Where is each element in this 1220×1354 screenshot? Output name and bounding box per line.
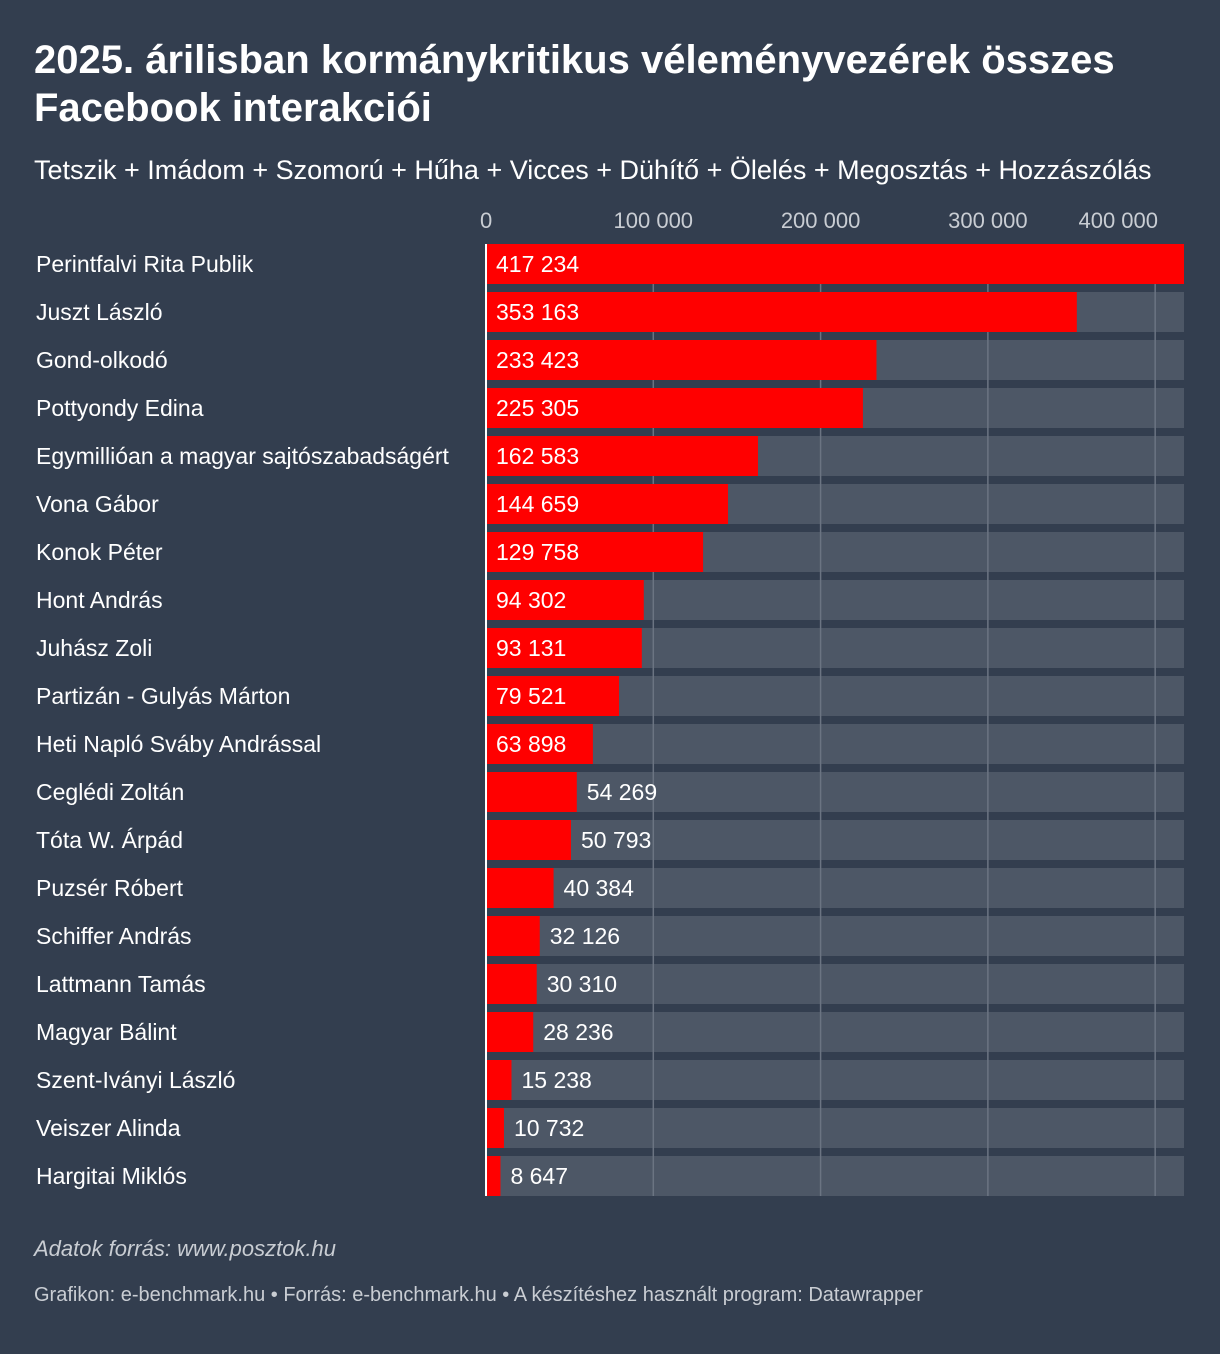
category-label: Juszt László — [36, 299, 163, 325]
value-label: 144 659 — [496, 491, 579, 517]
category-label: Schiffer András — [36, 923, 192, 949]
bar — [486, 340, 877, 380]
value-label: 54 269 — [587, 779, 657, 805]
data-source-note: Adatok forrás: www.posztok.hu — [34, 1236, 337, 1261]
bar — [486, 628, 642, 668]
bar — [486, 772, 577, 812]
category-label: Lattmann Tamás — [36, 971, 206, 997]
category-label: Puzsér Róbert — [36, 875, 184, 901]
bar-track — [486, 964, 1184, 1004]
category-label: Perintfalvi Rita Publik — [36, 251, 254, 277]
bar-track — [486, 820, 1184, 860]
bar — [486, 964, 537, 1004]
value-label: 30 310 — [547, 971, 617, 997]
value-label: 15 238 — [521, 1067, 591, 1093]
x-tick-label: 0 — [480, 208, 492, 233]
x-tick-label: 300 000 — [948, 208, 1028, 233]
value-label: 94 302 — [496, 587, 566, 613]
x-tick-label: 400 000 — [1078, 208, 1158, 233]
bar — [486, 292, 1077, 332]
value-label: 93 131 — [496, 635, 566, 661]
bar-track — [486, 724, 1184, 764]
category-label: Konok Péter — [36, 539, 163, 565]
bar — [486, 820, 571, 860]
bar — [486, 388, 863, 428]
category-label: Szent-Iványi László — [36, 1067, 235, 1093]
category-label: Gond-olkodó — [36, 347, 168, 373]
value-label: 28 236 — [543, 1019, 613, 1045]
value-label: 162 583 — [496, 443, 579, 469]
category-label: Tóta W. Árpád — [36, 827, 183, 853]
bar — [486, 916, 540, 956]
bar — [486, 868, 554, 908]
bar — [486, 244, 1184, 284]
category-label: Veiszer Alinda — [36, 1115, 181, 1141]
value-label: 353 163 — [496, 299, 579, 325]
bar-track — [486, 916, 1184, 956]
x-tick-label: 200 000 — [781, 208, 861, 233]
value-label: 40 384 — [564, 875, 635, 901]
category-label: Juhász Zoli — [36, 635, 152, 661]
value-label: 225 305 — [496, 395, 579, 421]
bar — [486, 436, 758, 476]
bar — [486, 1156, 501, 1196]
bar-track — [486, 1012, 1184, 1052]
value-label: 417 234 — [496, 251, 579, 277]
category-label: Hargitai Miklós — [36, 1163, 187, 1189]
bar-chart: 0 100 000 200 000 300 000 400 000 Perintfalvi… — [36, 208, 1184, 1196]
bar-track — [486, 1108, 1184, 1148]
bar-track — [486, 1156, 1184, 1196]
value-label: 233 423 — [496, 347, 579, 373]
value-label: 63 898 — [496, 731, 566, 757]
category-label: Partizán - Gulyás Márton — [36, 683, 290, 709]
value-label: 8 647 — [510, 1163, 568, 1189]
category-label: Pottyondy Edina — [36, 395, 204, 421]
category-label: Ceglédi Zoltán — [36, 779, 184, 805]
bar — [486, 676, 620, 716]
bar — [486, 1108, 504, 1148]
bar-track — [486, 772, 1184, 812]
value-label: 129 758 — [496, 539, 579, 565]
bar-track — [486, 1060, 1184, 1100]
value-label: 50 793 — [581, 827, 651, 853]
category-label: Hont András — [36, 587, 163, 613]
bar — [486, 724, 593, 764]
category-label: Heti Napló Sváby Andrással — [36, 731, 321, 757]
category-label: Vona Gábor — [36, 491, 159, 517]
bar — [486, 532, 704, 572]
x-tick-label: 100 000 — [614, 208, 694, 233]
bar — [486, 484, 729, 524]
chart-subtitle: Tetszik + Imádom + Szomorú + Hűha + Vicc… — [34, 155, 1152, 185]
category-label: Egymillióan a magyar sajtószabadságért — [36, 443, 450, 469]
value-label: 10 732 — [514, 1115, 584, 1141]
bar — [486, 580, 644, 620]
value-label: 79 521 — [496, 683, 566, 709]
chart-title: 2025. árilisban kormánykritikus vélemény… — [34, 38, 1115, 130]
value-label: 32 126 — [550, 923, 620, 949]
bar — [486, 1060, 512, 1100]
category-label: Magyar Bálint — [36, 1019, 177, 1045]
bar — [486, 1012, 534, 1052]
chart-footer: Grafikon: e-benchmark.hu • Forrás: e-ben… — [34, 1284, 923, 1306]
bar-track — [486, 868, 1184, 908]
